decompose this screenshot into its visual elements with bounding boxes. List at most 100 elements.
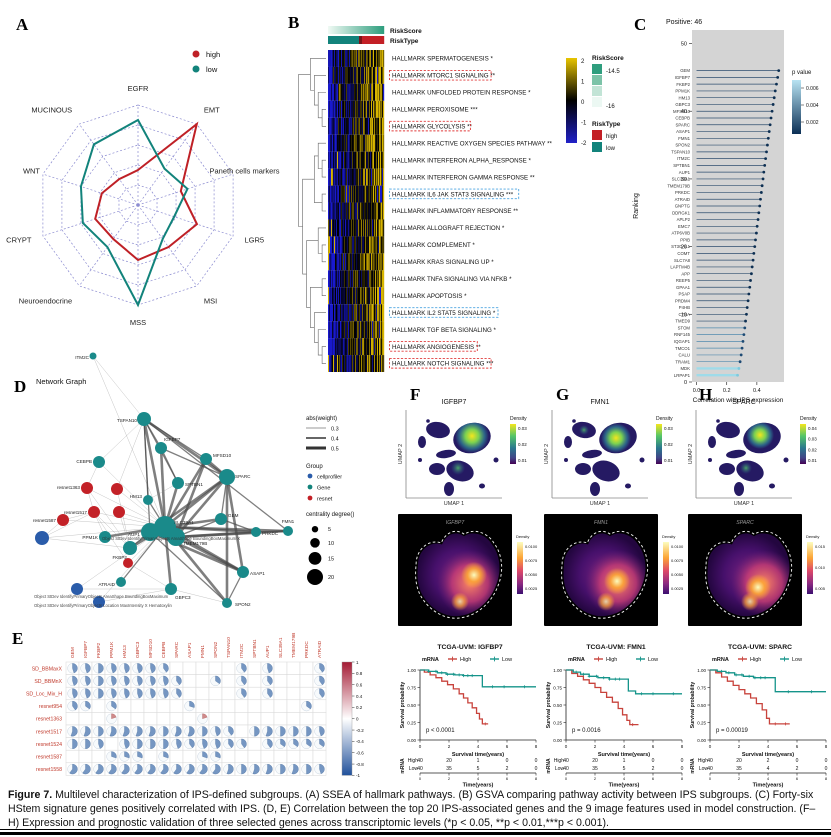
corr-dot bbox=[745, 312, 748, 316]
km-curve-high bbox=[420, 669, 489, 725]
panel-label-h: H bbox=[699, 385, 713, 404]
km-x-tick: 4 bbox=[767, 744, 770, 749]
node-label: PRKDC bbox=[262, 531, 279, 536]
corr-dot bbox=[747, 292, 751, 296]
umap-gene-title: IGFBP7 bbox=[442, 399, 467, 406]
umap-x-label: UMAP 1 bbox=[444, 501, 464, 507]
umap-density-tick: 0.03 bbox=[664, 426, 673, 431]
riskscore-max: -14.5 bbox=[606, 69, 620, 75]
node-SPARC bbox=[219, 469, 235, 485]
spatial-colorbar bbox=[663, 542, 669, 594]
umap-density-tick: 0.02 bbox=[664, 442, 673, 447]
corr-pie bbox=[98, 688, 104, 699]
corr-pie bbox=[228, 738, 234, 749]
umap-legend-title: Density bbox=[510, 416, 527, 422]
spatial-colorbar-tick: 0.0075 bbox=[671, 558, 684, 563]
km-y-label: Survival probability bbox=[690, 682, 696, 729]
corr-pie bbox=[109, 726, 117, 737]
node-label: resnet1587 bbox=[33, 518, 56, 523]
corr-pie bbox=[70, 726, 78, 737]
km-legend-item: Low bbox=[792, 657, 802, 663]
corr-pie bbox=[72, 700, 78, 711]
risk-count: 35 bbox=[592, 766, 598, 772]
spatial-gene-label: SPARC bbox=[736, 520, 754, 526]
km-x-label: Survival time(years) bbox=[598, 752, 650, 758]
km-x-label: Survival time(years) bbox=[452, 752, 504, 758]
corr-pie bbox=[148, 726, 156, 737]
risk-count: 40 bbox=[563, 766, 569, 772]
corr-pie bbox=[267, 688, 273, 698]
matrix-row-label: resnet1363 bbox=[36, 717, 62, 723]
gene-label: CALU bbox=[679, 353, 690, 358]
risk-x-tick: 0 bbox=[709, 776, 712, 781]
radar-grid bbox=[42, 104, 234, 306]
matrix-col-label: PRKDC bbox=[304, 641, 310, 658]
corr-pie bbox=[72, 663, 78, 674]
corr-colorbar-tick: -1 bbox=[356, 773, 360, 778]
node-resnet bbox=[113, 506, 125, 518]
corr-pie bbox=[241, 688, 247, 698]
y-tick: 20 bbox=[681, 245, 687, 251]
spatial-outline bbox=[705, 530, 793, 619]
corr-pie bbox=[150, 688, 156, 699]
km-x-tick: 4 bbox=[623, 744, 626, 749]
risk-row-name: Low bbox=[555, 766, 565, 772]
corr-pie bbox=[241, 738, 247, 749]
matrix-row-label: SD_Loc_Mix_H bbox=[26, 692, 62, 698]
spatial-colorbar-tick: 0.0075 bbox=[525, 558, 538, 563]
group-legend-item: cellprofiler bbox=[317, 475, 342, 481]
corr-dot bbox=[757, 211, 761, 215]
km-legend-title: mRNA bbox=[422, 657, 439, 663]
km-y-tick: 1.00 bbox=[553, 668, 562, 673]
corr-pie bbox=[267, 663, 273, 674]
matrix-col-label: FKBP2 bbox=[96, 642, 102, 658]
riskscore-min: -16 bbox=[606, 104, 615, 110]
node-MFSD10 bbox=[200, 453, 212, 465]
corr-pie bbox=[111, 713, 117, 719]
km-x-tick: 2 bbox=[448, 744, 451, 749]
gene-label: SLC7A8 bbox=[674, 258, 691, 263]
corr-pie bbox=[215, 738, 221, 749]
gene-label: ATRAID bbox=[675, 197, 690, 202]
node-label: ITM2C bbox=[75, 355, 89, 360]
risktype-item: high bbox=[606, 134, 617, 140]
network-graph-panel: Network Graph ITM2C TSPAN10 IGFBP7 MFSD10 SPA… bbox=[33, 352, 354, 608]
corr-dot bbox=[744, 319, 747, 323]
pathway-label: HALLMARK SPERMATOGENESIS * bbox=[392, 56, 493, 63]
y-tick: 50 bbox=[681, 42, 687, 48]
km-y-label: Survival probability bbox=[400, 682, 406, 729]
gene-label: GPAA1 bbox=[676, 285, 691, 290]
gene-label: EMC7 bbox=[678, 224, 691, 229]
km-x-tick: 4 bbox=[477, 744, 480, 749]
km-p-value: p = 0.0016 bbox=[572, 728, 601, 734]
colorbar-tick: -2 bbox=[581, 141, 587, 147]
gene-label: GNPTG bbox=[675, 204, 691, 209]
pvalue-tick: 0.006 bbox=[806, 86, 819, 92]
corr-pie bbox=[265, 763, 273, 775]
radar-axis-label: EGFR bbox=[128, 84, 149, 93]
matrix-row-label: SD_BBMaxX bbox=[32, 666, 63, 672]
gene-label: ITM2C bbox=[677, 156, 690, 161]
risktype-legend-title: RiskType bbox=[592, 121, 621, 128]
km-x-tick: 0 bbox=[565, 744, 568, 749]
corr-pie bbox=[280, 726, 286, 737]
corr-pie bbox=[306, 700, 312, 710]
risk-x-tick: 8 bbox=[535, 776, 538, 781]
node-cellprofiler bbox=[35, 531, 49, 545]
spatial-colorbar-tick: 0.0025 bbox=[525, 586, 538, 591]
node-HM13 bbox=[143, 495, 153, 505]
node-label: SLC39A1 bbox=[174, 520, 194, 525]
matrix-col-label: SPARC bbox=[174, 641, 180, 658]
node-SPTBN1 bbox=[172, 477, 184, 489]
corr-pie bbox=[150, 675, 156, 686]
cellprofiler-feature-label: Object StDev IdentifyPrimaryObjects Area… bbox=[34, 594, 169, 599]
corr-pie bbox=[241, 675, 247, 686]
km-y-tick: 0.50 bbox=[553, 703, 562, 708]
node-FKBP2 bbox=[123, 541, 137, 555]
km-y-tick: 0.25 bbox=[407, 720, 416, 725]
node-label: ASAP1 bbox=[250, 571, 265, 576]
spatial-legend-title: Density bbox=[516, 534, 529, 539]
pathway-label: HALLMARK UNFOLDED PROTEIN RESPONSE * bbox=[392, 90, 531, 97]
centrality-legend-item: 10 bbox=[328, 541, 334, 547]
corr-pie bbox=[202, 751, 208, 759]
